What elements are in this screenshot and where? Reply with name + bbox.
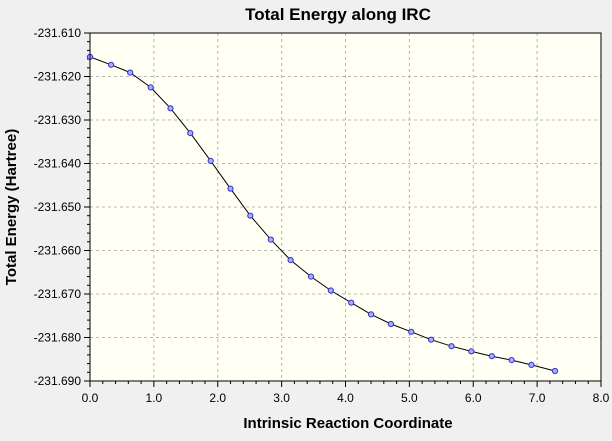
data-point xyxy=(267,236,274,243)
data-point xyxy=(387,320,394,328)
x-tick-label: 5.0 xyxy=(401,391,418,405)
data-point xyxy=(528,361,535,368)
data-point xyxy=(428,336,435,343)
x-tick-label: 4.0 xyxy=(337,391,354,405)
data-point xyxy=(127,69,134,76)
x-tick-label: 2.0 xyxy=(209,391,226,405)
x-tick-label: 1.0 xyxy=(146,391,163,405)
x-tick-label: 6.0 xyxy=(465,391,482,405)
data-point xyxy=(108,61,115,68)
x-tick-label: 7.0 xyxy=(529,391,546,405)
data-point xyxy=(348,299,355,306)
x-tick-label: 8.0 xyxy=(593,391,610,405)
y-tick-label: -231.670 xyxy=(34,287,82,301)
chart-title: Total Energy along IRC xyxy=(245,5,431,24)
data-point xyxy=(167,105,174,112)
series-line xyxy=(89,56,556,372)
y-tick-label: -231.640 xyxy=(34,157,82,171)
y-axis-label: Total Energy (Hartree) xyxy=(3,129,20,285)
data-point xyxy=(247,212,254,219)
axes: 0.0 1.0 2.0 3.0 4.0 5.0 6.0 7.0 8.0 -231.610 -231.… xyxy=(34,26,610,405)
y-tick-label: -231.630 xyxy=(34,113,82,127)
y-tick-label: -231.620 xyxy=(34,70,82,84)
grid-lines xyxy=(90,33,601,381)
data-point xyxy=(468,348,475,355)
data-point xyxy=(307,273,315,280)
data-point xyxy=(147,84,154,91)
data-point xyxy=(368,311,375,318)
plot-border xyxy=(89,32,602,382)
data-point xyxy=(551,367,559,375)
data-point xyxy=(187,130,194,137)
x-axis-label: Intrinsic Reaction Coordinate xyxy=(243,415,452,432)
y-tick-label: -231.610 xyxy=(34,26,82,40)
data-point xyxy=(327,287,334,294)
x-tick-label: 3.0 xyxy=(273,391,290,405)
y-tick-label: -231.650 xyxy=(34,200,82,214)
data-point xyxy=(287,257,294,264)
y-tick-label: -231.690 xyxy=(34,374,82,388)
y-tick-label: -231.660 xyxy=(34,244,82,258)
data-point xyxy=(408,328,415,335)
data-point xyxy=(488,353,495,360)
data-point xyxy=(227,185,234,192)
series-layer xyxy=(86,53,559,375)
data-point xyxy=(508,357,515,364)
y-tick-label: -231.680 xyxy=(34,331,82,345)
x-tick-label: 0.0 xyxy=(82,391,99,405)
data-point xyxy=(448,343,455,350)
data-point xyxy=(207,157,214,164)
